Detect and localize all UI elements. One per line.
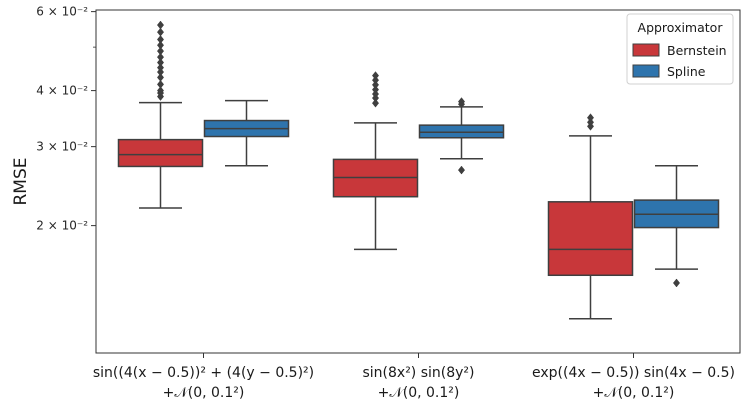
legend-title: Approximator (638, 20, 724, 35)
box-spline-3 (633, 164, 720, 288)
outlier-point (672, 278, 681, 288)
box-iqr (547, 201, 634, 277)
y-axis-title: RMSE (11, 157, 31, 205)
outlier-point (156, 35, 165, 44)
outlier-point (156, 73, 165, 82)
x-tick-label-line1: sin(8x²) sin(8y²) (362, 365, 474, 381)
outlier-point (457, 97, 466, 107)
outlier-point (586, 117, 595, 127)
box-spline-1 (203, 99, 290, 167)
outlier-point (156, 46, 165, 56)
outlier-point (371, 98, 380, 108)
y-tick-label: 4 × 10⁻² (36, 84, 88, 98)
box-bernstein-2 (332, 71, 419, 251)
legend-label-spline: Spline (667, 64, 706, 79)
x-tick-label-line2: +𝒩(0, 0.1²) (378, 385, 460, 401)
outlier-point (156, 79, 165, 89)
outlier-point (156, 27, 165, 37)
box-bernstein-3 (547, 113, 634, 320)
y-tick-label: 6 × 10⁻² (36, 5, 88, 19)
outlier-point (371, 80, 380, 90)
box-iqr (418, 124, 505, 139)
box-spline-2 (418, 97, 505, 175)
outlier-point (156, 40, 165, 50)
outlier-point (156, 63, 165, 73)
x-tick-label-line2: +𝒩(0, 0.1²) (163, 385, 245, 401)
outlier-point (156, 58, 165, 67)
outlier-point (156, 20, 165, 30)
legend-label-bernstein: Bernstein (667, 43, 727, 58)
x-tick-label-line1: sin((4(x − 0.5))² + (4(y − 0.5)²) (93, 365, 314, 381)
legend-swatch-bernstein (632, 43, 660, 57)
outlier-point (156, 52, 165, 62)
y-tick-label: 2 × 10⁻² (36, 219, 88, 233)
outlier-point (457, 165, 466, 175)
outlier-point (371, 85, 380, 95)
box-bernstein-1 (117, 20, 204, 209)
x-tick-label-line1: exp((4x − 0.5)) sin(4x − 0.5) (532, 365, 735, 381)
outlier-point (371, 75, 380, 85)
box-iqr (117, 138, 204, 168)
plot-area: 2 × 10⁻² 3 × 10⁻² 4 × 10⁻² 6 × 10⁻² sin((4(x… (36, 5, 741, 401)
legend-swatch-spline (632, 64, 660, 78)
outlier-point (371, 71, 380, 81)
y-tick-label: 3 × 10⁻² (36, 140, 88, 154)
x-tick-label-line2: +𝒩(0, 0.1²) (593, 385, 675, 401)
outlier-point (371, 89, 380, 99)
outlier-point (156, 86, 165, 95)
legend: Approximator Bernstein Spline (626, 13, 734, 85)
outlier-point (586, 113, 595, 123)
